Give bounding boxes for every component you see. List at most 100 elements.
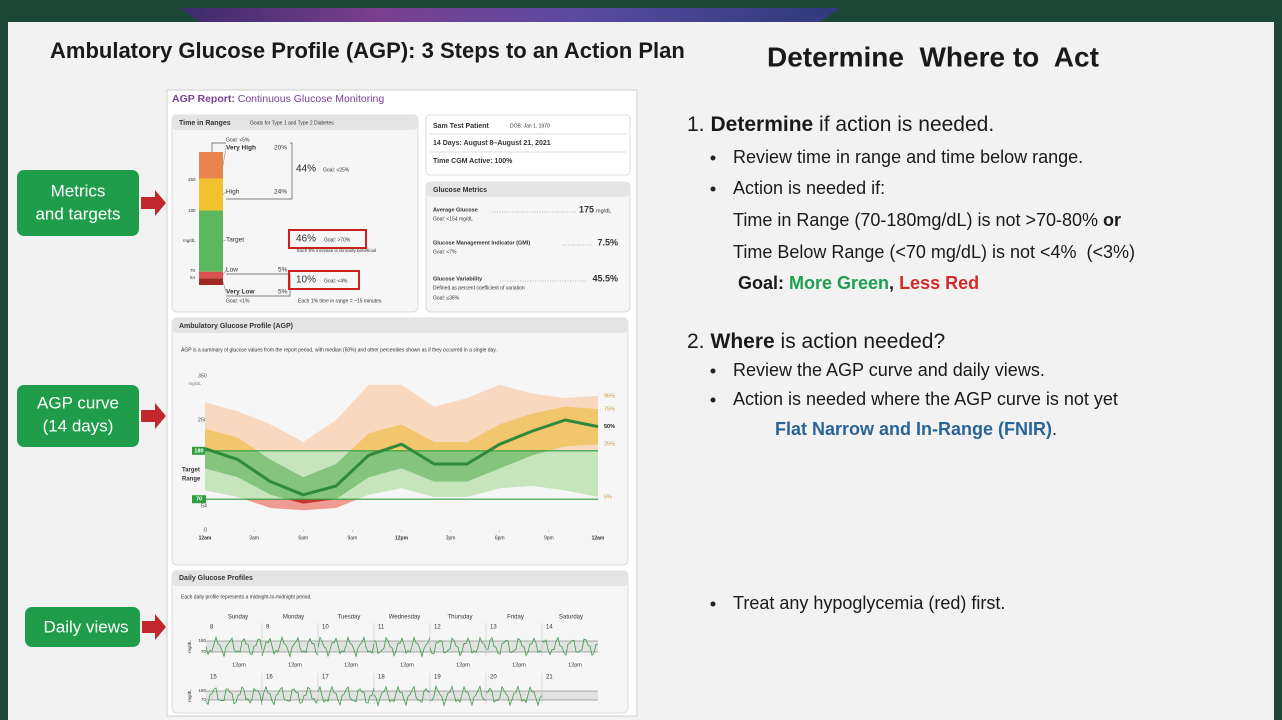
text-span: or (1103, 210, 1121, 230)
daily-tick: 70 (201, 649, 207, 654)
text: 14 Days: August 8–August 21, 2021 (433, 140, 551, 147)
tick-box (192, 446, 206, 455)
step-heading: 1. Determine if action is needed. (687, 113, 994, 136)
daily-trace (429, 685, 487, 707)
text-span: Less Red (899, 273, 979, 293)
percentile-label: 75% (604, 406, 615, 412)
y-tick-label: 350 (198, 373, 207, 379)
y-tick-label: 250 (198, 417, 207, 423)
text-span: if action is needed. (813, 113, 994, 136)
daily-trace (485, 685, 543, 707)
text-span: More Green (789, 273, 889, 293)
slide-title: Ambulatory Glucose Profile (AGP): 3 Step… (50, 38, 685, 63)
text-span: Flat Narrow and In-Range (FNIR) (775, 419, 1052, 439)
text: Goal: <1% (226, 298, 250, 304)
y-tick-label: 54 (201, 504, 207, 510)
daily-trace (373, 685, 431, 707)
text-span: Continuous Glucose Monitoring (235, 93, 385, 105)
date-label: 16 (266, 675, 273, 681)
callout-label: (14 days) (43, 416, 114, 435)
top-decoration (180, 8, 840, 22)
highlight-box (288, 229, 367, 249)
text-span: 2. (687, 330, 705, 353)
callout-button (25, 607, 140, 647)
text: Goal: <25% (323, 167, 350, 173)
text: Each 1% time in range = ~15 minutes (298, 298, 382, 304)
leader (222, 191, 227, 195)
panel-header (426, 182, 630, 197)
range-name: Very High (226, 145, 256, 152)
tir-axis-label: mg/dL (183, 238, 196, 243)
text-span: Goal: (738, 273, 789, 293)
step-heading: 2. Where is action needed? (687, 330, 945, 353)
arrow (141, 190, 166, 216)
range-name: High (226, 189, 240, 196)
percentile-band (244, 499, 358, 511)
text: Goal: <4% (324, 278, 348, 284)
leader (222, 239, 227, 242)
daily-tick: 180 (198, 688, 206, 693)
daily-trace (429, 636, 487, 657)
chart-subtitle: AGP is a summary of glucose values from … (181, 347, 497, 353)
metric-unit: mg/dL (596, 208, 611, 214)
x-tick-label: 12am (199, 535, 212, 541)
tir-axis-label: 70 (190, 268, 196, 273)
tick-box (192, 495, 206, 504)
text-span: 1. (687, 113, 705, 136)
x-tick-label: 6pm (495, 535, 505, 541)
arrow (142, 614, 166, 640)
text-span: AGP Report: (172, 93, 235, 105)
y-tick-label: 0 (204, 527, 207, 533)
date-label: 19 (434, 675, 441, 681)
metric-value: 175 (579, 204, 594, 214)
range-pct: 46% (296, 234, 316, 245)
text: DOB: Jan 1, 1970 (510, 123, 550, 129)
percentile-band (205, 406, 598, 451)
metric-value: 45.5% (592, 273, 618, 283)
combined-pct: 10% (296, 275, 316, 286)
tir-axis-label: 54 (190, 275, 196, 280)
date-label: 12 (434, 625, 441, 631)
metric-value: 7.5% (597, 237, 618, 247)
x-tick-label: 12pm (395, 535, 409, 541)
text: Goal: >70% (324, 237, 351, 243)
noon-label: 12pm (400, 662, 414, 668)
metric-name: Average Glucose (433, 207, 478, 213)
callout-button (17, 385, 139, 447)
slide-heading: Determine Where to Act (767, 41, 1099, 72)
percentile-label: 5% (604, 494, 612, 500)
date-label: 17 (322, 675, 329, 681)
text-span: . (1052, 419, 1057, 439)
day-name: Saturday (559, 615, 583, 621)
text: Goal: <5% (226, 137, 250, 143)
panel-header (172, 318, 628, 333)
daily-trace (317, 685, 375, 707)
tir-axis-label: 250 (188, 177, 196, 182)
bullet-text: Action is needed if: (733, 178, 885, 198)
day-name: Sunday (228, 615, 248, 621)
date-label: 8 (210, 625, 214, 631)
target-label: Target (182, 468, 200, 474)
text: Sam Test Patient (433, 123, 490, 130)
range-pct: 5% (278, 289, 288, 296)
noon-label: 12pm (344, 662, 358, 668)
noon-label: 12pm (232, 662, 246, 668)
tir-segment (199, 178, 223, 211)
range-pct: 5% (278, 267, 288, 274)
date-label: 20 (490, 675, 497, 681)
panel-header (172, 115, 418, 130)
date-label: 11 (378, 625, 385, 631)
daily-tick: 70 (201, 697, 207, 702)
day-name: Thursday (447, 615, 472, 621)
text: Goal: ≤36% (433, 295, 460, 301)
noon-label: 12pm (512, 662, 526, 668)
percentile-band (286, 499, 336, 504)
bullet (710, 155, 716, 161)
metric-name: Glucose Variability (433, 276, 483, 282)
daily-trace (541, 636, 599, 656)
patient-panel (425, 114, 631, 176)
bullet-text: Review the AGP curve and daily views. (733, 360, 1045, 380)
range-pct: 24% (274, 189, 287, 196)
day-name: Tuesday (338, 615, 361, 621)
